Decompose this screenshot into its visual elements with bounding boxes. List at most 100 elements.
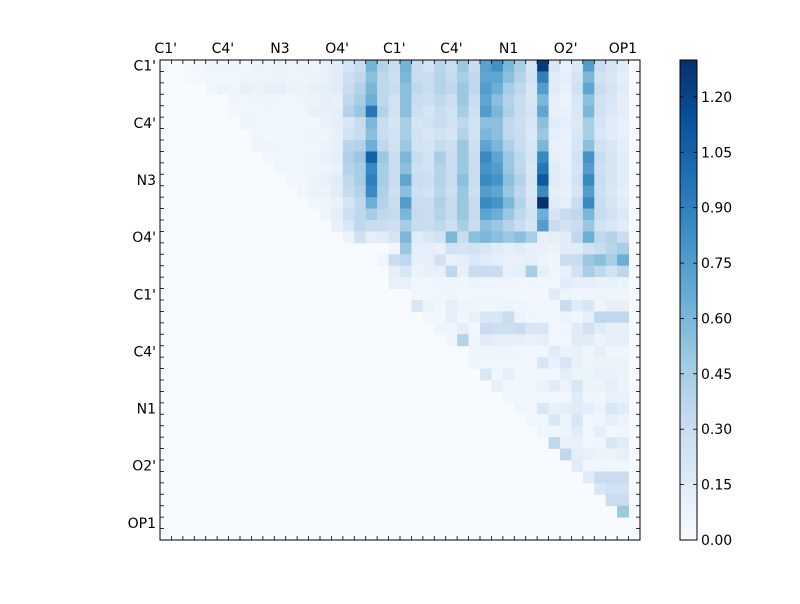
heatmap-cell <box>617 414 629 427</box>
y-tick-label: OP1 <box>128 516 156 532</box>
heatmap-cell <box>445 220 458 232</box>
heatmap-cell <box>514 174 527 187</box>
heatmap-cell <box>617 174 629 187</box>
heatmap-cell <box>548 231 561 244</box>
heatmap-cell <box>285 151 298 164</box>
heatmap-cell <box>308 82 321 95</box>
heatmap-cell <box>617 128 629 141</box>
heatmap-cell <box>411 82 424 95</box>
heatmap-cell <box>514 105 527 118</box>
heatmap-cell <box>480 94 492 107</box>
heatmap-cell <box>377 174 389 187</box>
heatmap-cell <box>331 151 344 164</box>
heatmap-cell <box>594 357 607 369</box>
heatmap-cell <box>594 391 607 404</box>
heatmap-cell <box>320 71 332 84</box>
heatmap-cell <box>377 94 389 107</box>
heatmap-cell <box>205 71 218 84</box>
heatmap-cell <box>582 448 595 461</box>
heatmap-cell <box>434 254 447 267</box>
heatmap-cell <box>605 334 618 347</box>
heatmap-cell <box>251 117 264 129</box>
heatmap-cell <box>548 368 561 381</box>
heatmap-cell <box>514 231 527 244</box>
heatmap-cell <box>365 174 378 187</box>
heatmap-cell <box>548 391 561 404</box>
heatmap-cell <box>594 425 607 438</box>
heatmap-cell <box>560 402 572 415</box>
heatmap-cell <box>605 174 618 187</box>
heatmap-cell <box>525 174 538 187</box>
heatmap-cell <box>605 128 618 141</box>
heatmap-cell <box>537 277 549 289</box>
heatmap-cell <box>502 174 515 187</box>
heatmap-cell <box>320 94 332 107</box>
heatmap-cell <box>388 185 401 198</box>
heatmap-cell <box>571 220 584 232</box>
heatmap-cell <box>514 357 527 369</box>
heatmap-cell <box>594 368 607 381</box>
heatmap-cell <box>354 174 367 187</box>
heatmap-cell <box>571 402 584 415</box>
heatmap-cell <box>262 117 275 129</box>
heatmap-cell <box>582 140 595 152</box>
heatmap-cell <box>285 94 298 107</box>
heatmap-cell <box>388 265 401 278</box>
heatmap-cell <box>468 277 481 289</box>
heatmap-cell <box>525 414 538 427</box>
heatmap-cell <box>354 128 367 141</box>
heatmap-cell <box>434 82 447 95</box>
heatmap-cell <box>320 174 332 187</box>
x-tick-label: C4' <box>212 41 235 57</box>
heatmap-cell <box>365 185 378 198</box>
heatmap-cell <box>514 208 527 221</box>
heatmap-cell <box>285 60 298 72</box>
heatmap-cell <box>468 117 481 129</box>
heatmap-cell <box>594 460 607 472</box>
heatmap-cell <box>617 391 629 404</box>
heatmap-cell <box>411 300 424 312</box>
heatmap-cell <box>457 197 469 209</box>
heatmap-cell <box>331 174 344 187</box>
heatmap-cell <box>571 197 584 209</box>
x-tick-label: C4' <box>440 41 463 57</box>
heatmap-cell <box>537 391 549 404</box>
heatmap-cell <box>502 208 515 221</box>
heatmap-cell <box>377 128 389 141</box>
heatmap-cell <box>582 288 595 301</box>
heatmap-cell <box>411 185 424 198</box>
heatmap-cell <box>480 174 492 187</box>
heatmap-cell <box>388 277 401 289</box>
heatmap-cell <box>194 60 207 72</box>
heatmap-cell <box>445 174 458 187</box>
heatmap-cell <box>445 71 458 84</box>
heatmap-cell <box>240 117 252 129</box>
heatmap-cell <box>297 117 309 129</box>
heatmap-cell <box>537 151 549 164</box>
heatmap-cell <box>582 208 595 221</box>
heatmap-cell <box>605 380 618 392</box>
heatmap-cell <box>251 105 264 118</box>
heatmap-cell <box>422 82 435 95</box>
heatmap-cell <box>445 60 458 72</box>
heatmap-cell <box>434 117 447 129</box>
heatmap-cell <box>548 311 561 324</box>
heatmap-cell <box>560 254 572 267</box>
heatmap-cell <box>582 345 595 358</box>
heatmap-cell <box>560 391 572 404</box>
heatmap-cell <box>525 368 538 381</box>
heatmap-cell <box>457 174 469 187</box>
y-tick-label: N1 <box>137 402 156 418</box>
heatmap-cell <box>320 185 332 198</box>
y-tick-label: C4' <box>133 344 156 360</box>
heatmap-cell <box>434 94 447 107</box>
heatmap-cell <box>331 82 344 95</box>
heatmap-cell <box>548 94 561 107</box>
heatmap-cell <box>468 94 481 107</box>
heatmap-cell <box>491 162 504 175</box>
heatmap-cell <box>342 174 355 187</box>
heatmap-cell <box>297 162 309 175</box>
heatmap-cell <box>514 94 527 107</box>
heatmap-cell <box>617 357 629 369</box>
